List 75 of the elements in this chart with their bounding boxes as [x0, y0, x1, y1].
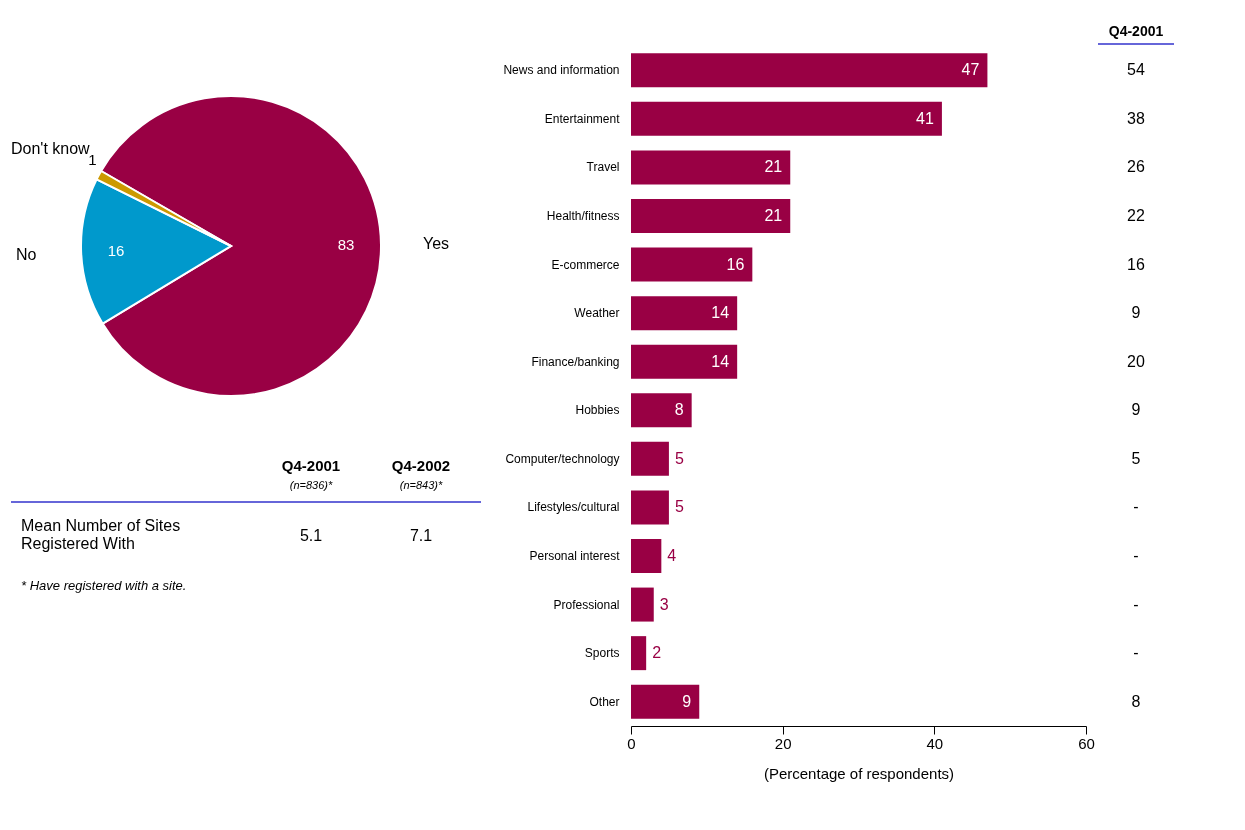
- data-label: 4: [667, 547, 677, 564]
- data-label: 41: [916, 109, 935, 127]
- x-tick-label: 40: [926, 734, 944, 752]
- text: -: [1133, 644, 1139, 662]
- text: Mean Number of Sites Registered With: [21, 517, 181, 552]
- text: 20: [1127, 352, 1145, 370]
- text: Q4-2001: [281, 457, 341, 474]
- y-tick-label: News and information: [503, 63, 620, 78]
- data-label: 47: [961, 61, 980, 79]
- bar: [631, 490, 669, 525]
- y-tick-label: Sports: [584, 646, 620, 661]
- bar: [631, 587, 654, 622]
- bar: [631, 539, 662, 573]
- text: Q4-2002: [391, 457, 451, 474]
- text: 7.1: [409, 527, 433, 544]
- data-label: 14: [711, 352, 730, 370]
- y-tick-label: Weather: [574, 306, 620, 321]
- data-label: 14: [711, 304, 730, 322]
- text: 5.1: [299, 527, 323, 544]
- data-label: 9: [682, 692, 692, 710]
- data-label: 16: [726, 255, 745, 273]
- data-label: 5: [674, 449, 684, 467]
- y-tick-label: Other: [589, 694, 620, 709]
- slice-label: Yes: [422, 234, 450, 252]
- text: 22: [1127, 207, 1145, 224]
- bar: [631, 344, 738, 379]
- data-label: 2: [652, 644, 662, 662]
- data-label: 16: [107, 241, 125, 259]
- y-tick-label: Lifestyles/cultural: [527, 500, 620, 515]
- text: * Have registered with a site.: [21, 578, 187, 593]
- bar: [631, 684, 700, 719]
- x-tick-label: 0: [627, 734, 636, 752]
- text: (n=843)*: [399, 479, 443, 491]
- bar: [631, 53, 988, 88]
- text: -: [1133, 547, 1139, 564]
- y-tick-label: Travel: [586, 160, 620, 175]
- bar: [631, 393, 692, 428]
- text: 26: [1127, 158, 1145, 176]
- text: -: [1133, 498, 1139, 516]
- bar: [631, 150, 791, 185]
- text: -: [1133, 595, 1139, 613]
- y-tick-label: Professional: [553, 597, 620, 612]
- text: 54: [1127, 61, 1145, 79]
- data-label: 21: [764, 158, 783, 176]
- text: 38: [1127, 109, 1145, 127]
- y-tick-label: Finance/banking: [531, 354, 620, 369]
- y-tick-label: Personal interest: [529, 549, 621, 563]
- text: 5: [1131, 449, 1141, 467]
- data-label: 83: [337, 235, 355, 253]
- y-tick-label: Health/fitness: [546, 209, 620, 223]
- x-tick-label: 60: [1078, 734, 1095, 752]
- text: 8: [1131, 692, 1141, 710]
- bar: [631, 636, 647, 671]
- data-label: 3: [659, 595, 669, 613]
- y-tick-label: Hobbies: [575, 403, 620, 418]
- text: 9: [1131, 304, 1141, 322]
- text: 16: [1127, 255, 1145, 273]
- slice-label: No: [15, 245, 37, 263]
- text: 9: [1131, 401, 1141, 419]
- data-label: 5: [674, 498, 684, 516]
- bar: [631, 296, 738, 331]
- data-label: 1: [88, 151, 97, 169]
- text: Q4-2001: [1108, 23, 1164, 39]
- x-axis-title: (Percentage of respondents): [763, 764, 955, 782]
- bar: [631, 247, 753, 282]
- data-label: 21: [764, 207, 783, 224]
- data-label: 8: [674, 401, 684, 419]
- bar: [631, 441, 669, 476]
- text: (n=836)*: [289, 479, 333, 491]
- y-tick-label: Entertainment: [544, 111, 621, 126]
- y-tick-label: E-commerce: [551, 257, 620, 272]
- x-tick-label: 20: [774, 734, 792, 752]
- y-tick-label: Computer/technology: [505, 451, 620, 466]
- bar: [631, 199, 791, 233]
- bar: [631, 101, 942, 136]
